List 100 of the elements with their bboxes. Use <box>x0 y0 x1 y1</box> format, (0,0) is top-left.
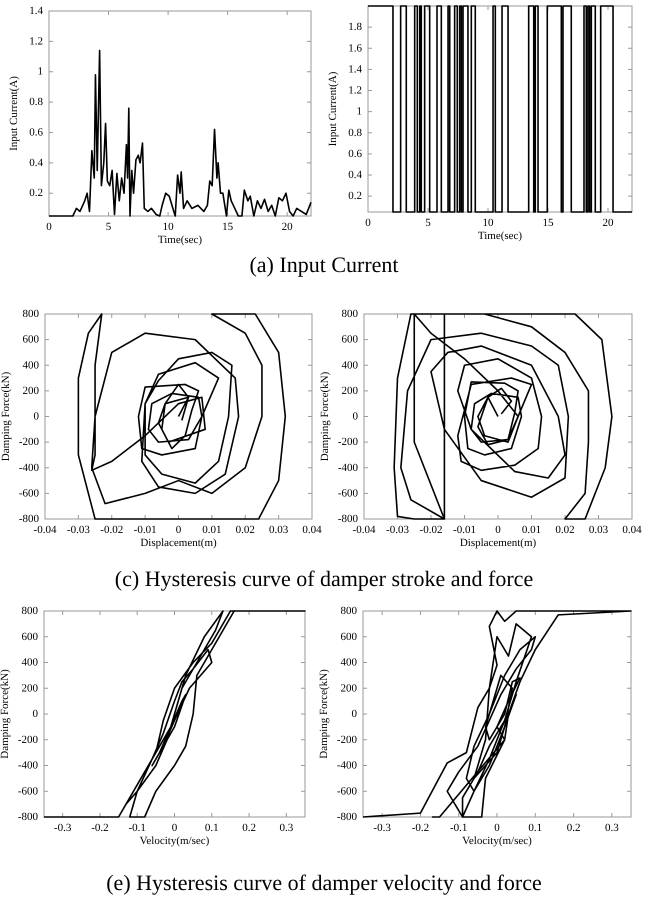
text: (e) Hysteresis curve of damper velocity and force <box>106 870 542 895</box>
x-tick-label: 20 <box>282 221 294 233</box>
y-tick-label: -400 <box>336 760 358 772</box>
line-series <box>393 313 613 520</box>
text: (a) Input Current <box>249 252 399 277</box>
y-tick-label: 800 <box>22 605 38 617</box>
y-tick-label: -800 <box>18 811 38 823</box>
text: (c) Hysteresis curve of damper stroke and force <box>114 566 534 591</box>
y-tick-label: 800 <box>342 308 358 320</box>
x-tick-label: -0.2 <box>91 822 109 834</box>
x-tick-label: 10 <box>162 221 174 233</box>
x-tick-label: 0.04 <box>302 524 322 536</box>
y-tick-label: 800 <box>340 605 358 617</box>
y-tick-label: -200 <box>336 734 358 746</box>
x-tick-label: 0.03 <box>269 524 289 536</box>
y-tick-label: -600 <box>336 785 358 798</box>
x-tick-label: -0.01 <box>453 524 476 536</box>
x-tick-label: -0.04 <box>34 524 57 536</box>
x-tick-label: 15 <box>222 221 234 233</box>
x-tick-label: 0.04 <box>622 524 642 536</box>
y-tick-label: 0 <box>352 410 358 422</box>
x-tick-label: 0.03 <box>588 524 609 536</box>
x-tick-label: -0.03 <box>66 524 90 536</box>
y-tick-label: 400 <box>22 656 38 668</box>
y-tick-label: -600 <box>18 487 40 500</box>
x-tick-label: -0.04 <box>352 524 376 536</box>
y-tick-label: 800 <box>22 308 40 320</box>
y-tick-label: 1.2 <box>348 84 362 97</box>
y-tick-label: 1 <box>38 66 43 78</box>
x-tick-label: 0.01 <box>522 524 542 536</box>
x-tick-label: 0 <box>172 822 178 834</box>
x-tick-label: 0 <box>176 524 182 536</box>
y-tick-label: 1.4 <box>348 63 362 76</box>
y-tick-label: 600 <box>342 334 358 346</box>
x-tick-label: 0.2 <box>566 822 580 834</box>
y-tick-label: 0.6 <box>348 148 362 160</box>
x-tick-label: -0.03 <box>386 524 410 536</box>
line-series <box>78 313 286 520</box>
x-tick-label: 10 <box>482 217 494 229</box>
x-tick-label: 0 <box>365 217 372 229</box>
x-tick-label: 0 <box>495 524 502 536</box>
y-tick-label: 600 <box>340 630 358 643</box>
y-tick-label: -800 <box>338 513 358 525</box>
y-tick-label: 1.4 <box>29 5 44 17</box>
line-series <box>362 610 632 818</box>
y-tick-label: 200 <box>340 682 358 694</box>
y-tick-label: -200 <box>338 436 358 448</box>
x-tick-label: -0.3 <box>54 822 72 834</box>
y-tick-label: 1.8 <box>348 21 362 34</box>
x-axis-title: Velocity(m/sec) <box>140 835 210 847</box>
y-tick-label: 0.4 <box>29 156 44 169</box>
y-tick-label: 600 <box>22 334 40 346</box>
x-axis-title: Velocity(m/sec) <box>462 835 532 847</box>
y-axis-title: Input Current(A) <box>327 71 339 146</box>
y-axis-title: Damping Force(kN) <box>0 668 11 759</box>
y-tick-label: 0 <box>352 708 358 720</box>
x-tick-label: 5 <box>106 221 112 233</box>
y-tick-label: -400 <box>338 462 358 474</box>
y-tick-label: -600 <box>18 785 38 798</box>
x-axis-title: Displacement(m) <box>140 537 218 549</box>
x-tick-label: -0.01 <box>134 524 157 536</box>
x-axis-title: Time(sec) <box>478 230 522 242</box>
y-axis-title: Input Current(A) <box>8 76 20 151</box>
x-tick-label: 0.1 <box>204 822 219 834</box>
x-tick-label: 0.01 <box>202 524 222 536</box>
y-tick-label: 200 <box>22 682 38 694</box>
x-tick-label: 0 <box>46 221 52 233</box>
x-axis-title: Displacement(m) <box>460 537 537 549</box>
x-tick-label: -0.1 <box>450 822 468 834</box>
y-tick-label: 0.4 <box>348 169 362 182</box>
y-tick-label: 1.6 <box>348 42 362 54</box>
y-tick-label: 0.2 <box>29 187 43 200</box>
y-tick-label: -200 <box>18 734 38 746</box>
y-tick-label: -200 <box>18 436 40 448</box>
y-tick-label: -600 <box>338 487 358 500</box>
x-tick-label: 0.2 <box>242 822 256 834</box>
x-tick-label: 5 <box>425 217 432 229</box>
y-tick-label: 0.8 <box>29 96 44 108</box>
x-tick-label: 0.1 <box>528 822 542 834</box>
y-tick-label: -800 <box>18 513 40 525</box>
y-tick-label: 1 <box>356 106 362 118</box>
y-tick-label: -400 <box>18 462 40 474</box>
y-axis-title: Damping Force(kN) <box>318 668 330 759</box>
y-tick-label: 0.2 <box>348 190 362 202</box>
x-tick-label: 15 <box>542 217 554 229</box>
x-tick-label: 0.3 <box>604 822 620 834</box>
y-tick-label: -400 <box>18 760 38 772</box>
x-tick-label: 0.3 <box>279 822 294 834</box>
y-tick-label: 0 <box>34 410 40 422</box>
x-tick-label: 0 <box>494 822 500 834</box>
x-tick-label: -0.2 <box>412 822 430 834</box>
y-axis-title: Damping Force(kN) <box>0 371 12 462</box>
x-tick-label: 0.02 <box>555 524 575 536</box>
x-tick-label: 20 <box>602 217 614 229</box>
y-tick-label: 400 <box>22 359 40 372</box>
x-tick-label: -0.3 <box>373 822 392 834</box>
x-axis-title: Time(sec) <box>158 234 202 246</box>
y-tick-label: 400 <box>340 656 358 668</box>
x-tick-label: -0.02 <box>100 524 124 536</box>
y-tick-label: -800 <box>336 811 358 823</box>
